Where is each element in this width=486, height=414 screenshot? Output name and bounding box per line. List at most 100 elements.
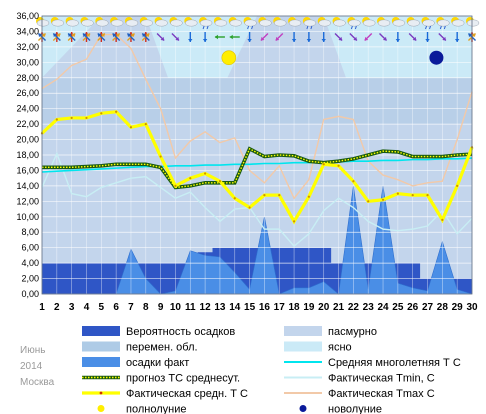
y-tick-label: 32,00 [16, 42, 39, 52]
wi-cloud-rain [421, 17, 435, 30]
legend-label: Средняя многолетняя Т С [328, 357, 461, 369]
data-point [337, 164, 340, 167]
x-tick-label: 9 [158, 302, 164, 313]
wi-cloud-sun [377, 17, 391, 27]
cloud-icon [96, 19, 109, 27]
wind-arrow-head [97, 33, 102, 38]
wind-arrow-head [68, 33, 72, 38]
wind-arrow-icon [334, 32, 343, 42]
data-point [129, 126, 133, 129]
month-label: Июнь [20, 345, 45, 356]
wind-arrow-icon [229, 34, 240, 40]
cloud-icon [155, 19, 168, 27]
legend-item: пасмурно [284, 326, 377, 338]
wind-arrow-head [101, 33, 105, 38]
legend-swatch [284, 326, 322, 336]
y-tick-label: 18,00 [16, 150, 39, 160]
x-tick-label: 2 [54, 302, 60, 313]
wind-arrow-icon [349, 32, 358, 42]
data-point [352, 180, 355, 183]
legend-label: прогноз ТС среднесут. [126, 373, 240, 385]
wind-arrow-head [364, 36, 369, 41]
wind-arrow-icon [112, 32, 121, 42]
legend-item: Фактическая Tmin, С [284, 373, 435, 385]
x-tick-label: 13 [214, 302, 226, 313]
wind-arrow-head [260, 36, 265, 41]
legend-label: осадки факт [126, 357, 189, 369]
wi-cloud-rain [199, 17, 213, 30]
wi-cloud-sun [169, 17, 183, 27]
wind-arrow-head [395, 39, 401, 42]
wind-arrow-icon [395, 32, 401, 42]
wind-arrow-head [71, 33, 76, 38]
legend-label: пасмурно [328, 326, 377, 338]
cloud-icon [273, 19, 287, 27]
legend-swatch-dot [99, 391, 103, 395]
wind-arrow-head [291, 39, 297, 42]
wind-arrow-icon [188, 32, 193, 42]
legend-item: Средняя многолетняя Т С [284, 357, 461, 369]
legend-item: Фактическая Tmax С [284, 388, 435, 400]
y-tick-label: 2,00 [21, 274, 39, 284]
weather-icon-strip [36, 17, 480, 42]
y-tick-label: 22,00 [16, 119, 39, 129]
wind-arrow-head [130, 33, 135, 38]
x-tick-label: 3 [69, 302, 75, 313]
cloud-icon [66, 19, 79, 27]
wind-arrow-icon [438, 32, 447, 42]
wind-arrow-icon [156, 32, 165, 42]
cloud-icon [451, 19, 465, 27]
wind-arrow-head [454, 39, 460, 42]
x-tick-label: 29 [452, 302, 464, 313]
y-tick-label: 20,00 [16, 135, 39, 145]
legend-item: новолуние [299, 404, 382, 414]
plot-frame [41, 15, 473, 295]
cloud-icon [259, 19, 272, 27]
data-point [307, 195, 310, 198]
wind-arrow-head [275, 36, 280, 41]
wi-cloud-sun [332, 17, 346, 27]
cloud-icon [362, 19, 376, 27]
wi-cloud-sun [65, 17, 79, 27]
wind-arrow-head [38, 33, 43, 38]
wind-arrow-icon [306, 32, 312, 42]
wi-cloud-sun [124, 17, 139, 27]
y-tick-label: 26,00 [16, 88, 39, 98]
rain-icon [247, 25, 250, 30]
legend-label: полнолуние [126, 404, 186, 414]
wi-cloud-sun [273, 17, 287, 27]
data-point [396, 192, 399, 195]
data-point [292, 220, 296, 223]
wind-arrow-head [353, 36, 357, 41]
rain-icon [443, 25, 446, 30]
rain-icon [202, 25, 205, 30]
legend-item: Фактическая средн. Т С [82, 388, 248, 400]
cloud-icon [51, 19, 65, 27]
y-tick-label: 36,00 [16, 11, 39, 21]
wind-arrow-icon [275, 32, 284, 42]
legend-label: перемен. обл. [126, 342, 198, 354]
wind-arrow-head [442, 36, 446, 41]
wind-arrow-head [142, 33, 146, 38]
wi-cloud-rain [347, 17, 361, 30]
wind-arrow-head [41, 33, 46, 38]
wind-arrow-head [145, 33, 150, 38]
data-point [70, 116, 73, 120]
wi-cloud-sun [362, 17, 376, 27]
wi-cloud-rain [436, 17, 450, 30]
wind-arrow-icon [379, 32, 388, 42]
wi-cloud-sun [110, 17, 124, 27]
full-moon-marker [221, 50, 237, 66]
wind-arrow-icon [247, 32, 252, 42]
new-moon-marker [429, 50, 444, 65]
wind-arrow-icon [364, 32, 373, 42]
cloud-icon [407, 19, 420, 27]
cloud-icon [377, 19, 391, 27]
rain-icon [354, 25, 357, 30]
wind-arrow-head [127, 33, 132, 38]
data-point [426, 194, 429, 197]
legend-swatch [82, 357, 120, 367]
legend-label: Фактическая Tmin, С [328, 373, 435, 385]
x-tick-label: 12 [200, 302, 212, 313]
